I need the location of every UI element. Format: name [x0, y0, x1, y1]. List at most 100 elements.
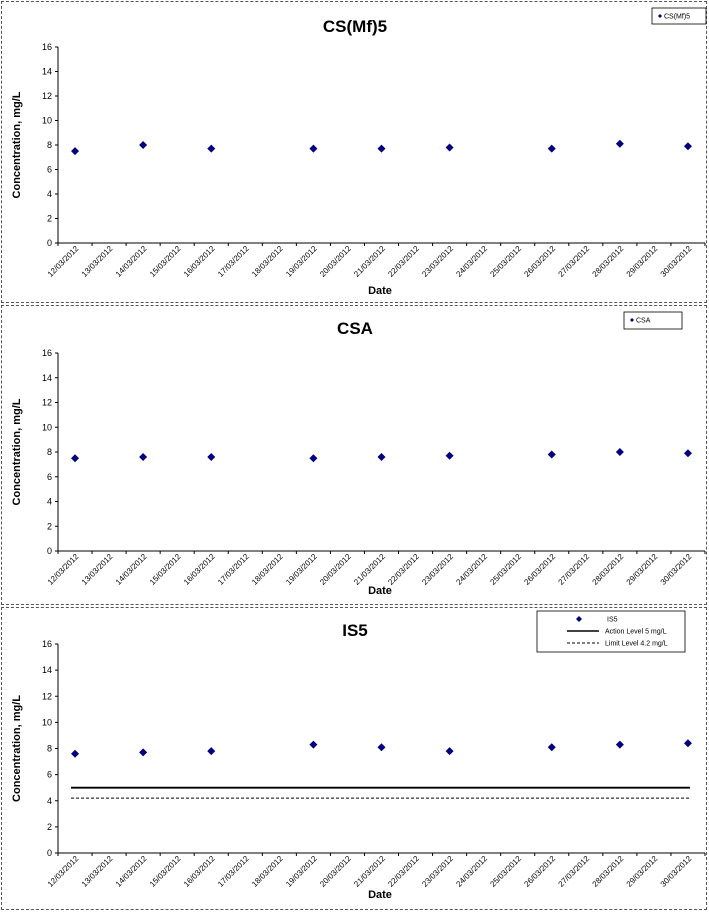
x-axis-title: Date: [368, 585, 392, 597]
chart-title: CSA: [337, 319, 373, 338]
x-tick-label: 13/03/2012: [80, 552, 115, 587]
chart-panel-is5: IS5 0 2 4 6 8 10 12 14 16 12/03/2012 13/03/2012 14/0…: [1, 607, 707, 910]
y-tick-label: 8: [47, 447, 52, 457]
x-tick-label: 18/03/2012: [250, 244, 285, 279]
y-axis-title: Concentration, mg/L: [11, 398, 23, 505]
x-tick-label: 20/03/2012: [318, 552, 353, 587]
x-tick-label: 21/03/2012: [352, 854, 387, 889]
y-tick-label: 2: [47, 521, 52, 531]
legend-box: [651, 7, 707, 25]
x-tick-label: 26/03/2012: [522, 854, 557, 889]
legend-label: Action Level 5 mg/L: [605, 629, 667, 636]
x-tick-label: 14/03/2012: [114, 854, 149, 889]
chart-panel-csa: CSA 0 2 4 6 8 10 12 14 16 12/03/2012 13/03/2012 14/0…: [1, 305, 707, 605]
x-tick-label: 24/03/2012: [454, 854, 489, 889]
x-tick-label: 12/03/2012: [46, 552, 81, 587]
data-point: [683, 449, 692, 458]
legend-box: [536, 610, 686, 653]
data-point: [615, 139, 624, 148]
y-tick-label: 14: [42, 665, 52, 675]
x-tick-label: 18/03/2012: [250, 854, 285, 889]
x-tick-label: 19/03/2012: [284, 854, 319, 889]
x-tick-label: 15/03/2012: [148, 854, 183, 889]
y-tick-label: 10: [42, 717, 52, 727]
y-tick-label: 6: [47, 165, 52, 175]
legend-label: CS(Mf)5: [664, 14, 690, 21]
data-point: [445, 451, 454, 460]
x-tick-label: 19/03/2012: [284, 552, 319, 587]
legend-marker: [576, 616, 582, 622]
y-tick-label: 10: [42, 422, 52, 432]
x-tick-label: 17/03/2012: [216, 854, 251, 889]
x-tick-label: 13/03/2012: [80, 244, 115, 279]
x-tick-label: 21/03/2012: [352, 244, 387, 279]
y-tick-label: 2: [47, 822, 52, 832]
x-tick-label: 30/03/2012: [659, 854, 694, 889]
x-tick-label: 25/03/2012: [488, 552, 523, 587]
x-tick-label: 27/03/2012: [557, 854, 592, 889]
data-point: [377, 452, 386, 461]
x-tick-label: 20/03/2012: [318, 244, 353, 279]
x-tick-label: 25/03/2012: [488, 244, 523, 279]
legend: CSA: [623, 311, 683, 330]
y-tick-label: 0: [47, 848, 52, 858]
data-point: [547, 450, 556, 459]
x-tick-label: 14/03/2012: [114, 552, 149, 587]
y-tick-label: 12: [42, 691, 52, 701]
y-tick-label: 12: [42, 91, 52, 101]
y-tick-label: 8: [47, 140, 52, 150]
x-tick-label: 28/03/2012: [591, 552, 626, 587]
chart-svg: CSA 0 2 4 6 8 10 12 14 16 12/03/2012 13/03/2012 14/0…: [11, 311, 706, 597]
data-point: [445, 143, 454, 152]
chart-title: IS5: [342, 621, 368, 640]
x-tick-label: 18/03/2012: [250, 552, 285, 587]
data-point: [71, 147, 80, 156]
data-point: [445, 747, 454, 756]
y-tick-label: 4: [47, 796, 52, 806]
y-tick-label: 14: [42, 373, 52, 383]
data-point: [377, 743, 386, 752]
x-tick-label: 30/03/2012: [659, 244, 694, 279]
legend: IS5 Action Level 5 mg/L Limit Level 4.2 mg…: [536, 610, 686, 653]
x-tick-label: 30/03/2012: [659, 552, 694, 587]
x-tick-label: 24/03/2012: [454, 244, 489, 279]
x-tick-label: 20/03/2012: [318, 854, 353, 889]
data-point: [377, 144, 386, 153]
data-point: [309, 144, 318, 153]
x-tick-label: 12/03/2012: [46, 854, 81, 889]
legend-label: CSA: [636, 318, 651, 325]
chart-svg: CS(Mf)5 0 2 4 6 8 10 12 14 16 12/03/2012 13/03/2012…: [11, 7, 707, 297]
data-point: [309, 454, 318, 463]
x-tick-label: 26/03/2012: [522, 552, 557, 587]
legend: CS(Mf)5: [651, 7, 707, 25]
x-tick-label: 16/03/2012: [182, 244, 217, 279]
legend-box: [623, 311, 683, 330]
x-tick-label: 19/03/2012: [284, 244, 319, 279]
y-axis-title: Concentration, mg/L: [11, 695, 23, 802]
data-point: [71, 749, 80, 758]
x-tick-label: 29/03/2012: [625, 854, 660, 889]
x-tick-label: 29/03/2012: [625, 244, 660, 279]
x-tick-label: 24/03/2012: [454, 552, 489, 587]
y-tick-label: 8: [47, 744, 52, 754]
x-tick-label: 21/03/2012: [352, 552, 387, 587]
x-tick-label: 26/03/2012: [522, 244, 557, 279]
x-tick-label: 22/03/2012: [386, 854, 421, 889]
y-tick-label: 16: [42, 639, 52, 649]
x-tick-label: 14/03/2012: [114, 244, 149, 279]
y-tick-label: 6: [47, 770, 52, 780]
x-axis-title: Date: [368, 889, 392, 901]
chart-panel-cs-mf5: CS(Mf)5 0 2 4 6 8 10 12 14 16 12/03/2012 13/03/2012…: [1, 1, 707, 303]
y-axis-title: Concentration, mg/L: [11, 91, 23, 198]
x-tick-label: 17/03/2012: [216, 552, 251, 587]
x-tick-label: 23/03/2012: [420, 244, 455, 279]
data-point: [615, 740, 624, 749]
y-tick-label: 10: [42, 116, 52, 126]
x-tick-label: 12/03/2012: [46, 244, 81, 279]
data-point: [71, 454, 80, 463]
y-tick-label: 4: [47, 189, 52, 199]
x-tick-label: 22/03/2012: [386, 552, 421, 587]
data-point: [207, 144, 216, 153]
x-tick-label: 16/03/2012: [182, 854, 217, 889]
data-point: [547, 144, 556, 153]
